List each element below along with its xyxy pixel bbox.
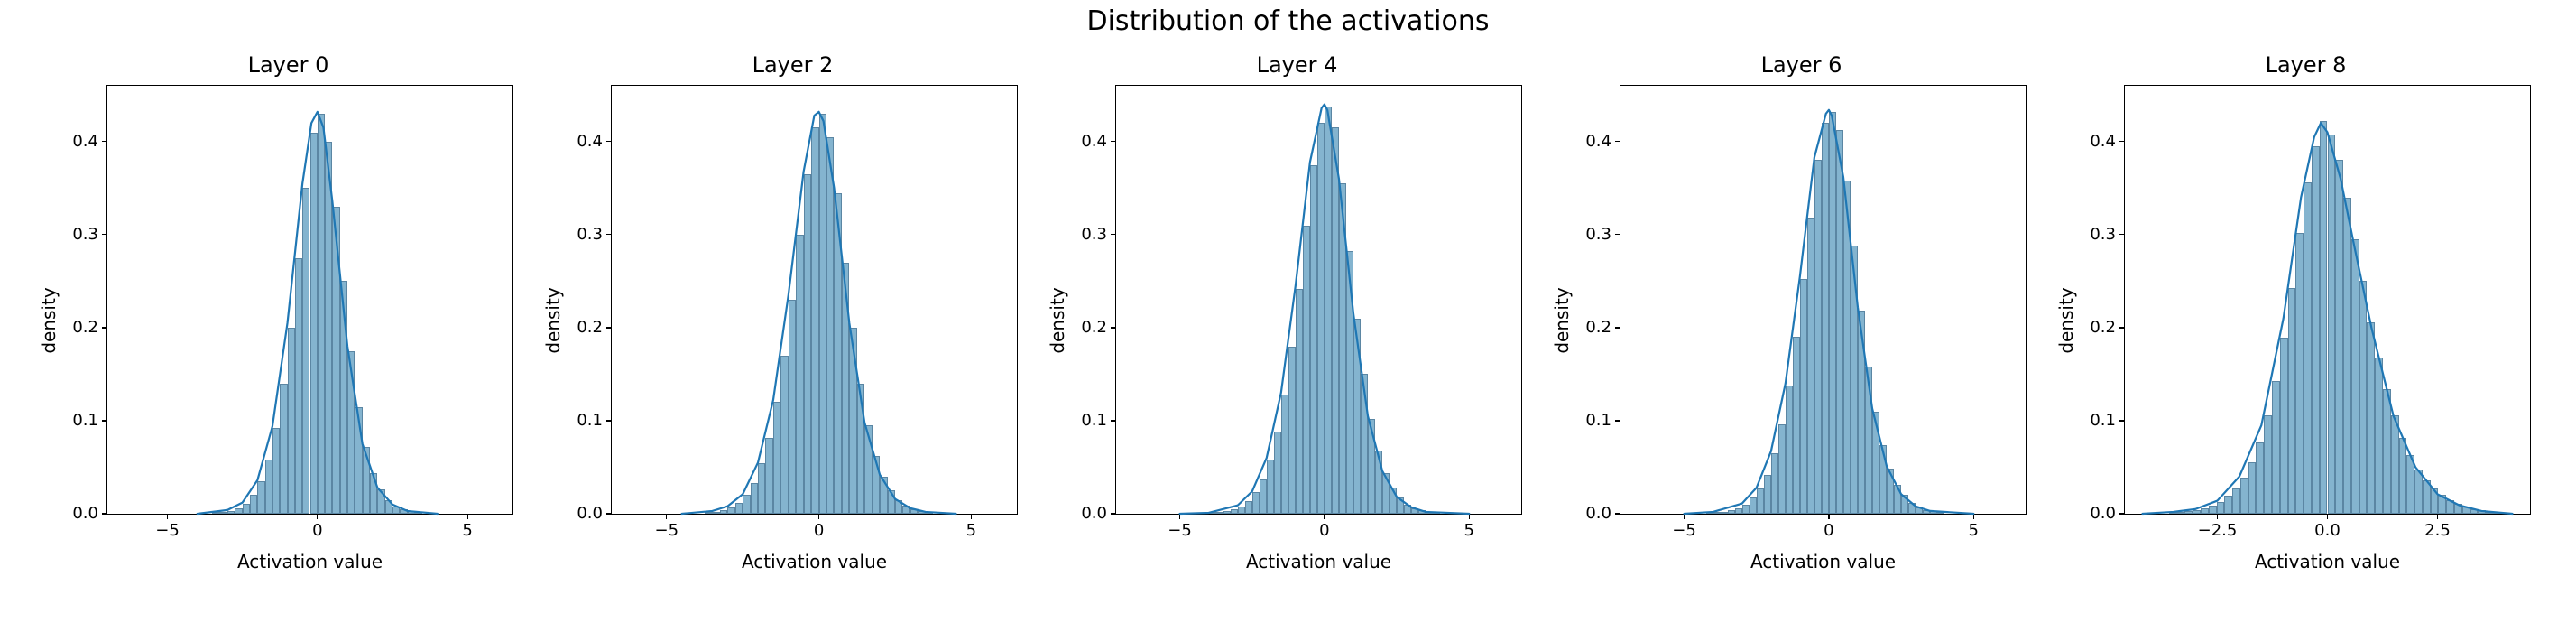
panel-1: Layer 20.00.10.20.30.4−505densityActivat… [559, 54, 1027, 587]
tick-mark [317, 514, 318, 519]
x-axis-label: Activation value [1620, 551, 2027, 572]
panel-2: Layer 40.00.10.20.30.4−505densityActivat… [1063, 54, 1531, 587]
axes: 0.00.10.20.30.4−2.50.02.5 [2124, 85, 2531, 515]
tick-label: 5 [1464, 521, 1474, 540]
kde-curve [612, 86, 1017, 514]
panel-3: Layer 60.00.10.20.30.4−505densityActivat… [1567, 54, 2036, 587]
tick-label: 0.1 [2090, 411, 2116, 430]
tick-label: 5 [462, 521, 472, 540]
tick-label: 0.1 [72, 411, 98, 430]
axes: 0.00.10.20.30.4−505 [1115, 85, 1522, 515]
tick-label: 0.4 [577, 132, 603, 151]
x-axis-label: Activation value [2124, 551, 2531, 572]
tick-label: 0.2 [1585, 318, 1611, 337]
panel-title: Layer 6 [1567, 52, 2036, 78]
x-axis-label: Activation value [1115, 551, 1522, 572]
panel-title: Layer 8 [2072, 52, 2540, 78]
tick-mark [2327, 514, 2328, 519]
tick-label: −5 [1672, 521, 1696, 540]
figure-suptitle: Distribution of the activations [0, 5, 2576, 37]
tick-label: 0.3 [2090, 225, 2116, 244]
y-axis-label: density [542, 287, 564, 353]
tick-label: 0.0 [72, 504, 98, 523]
tick-label: 0.4 [1585, 132, 1611, 151]
tick-label: 0.0 [577, 504, 603, 523]
tick-label: 0.0 [1585, 504, 1611, 523]
kde-curve [2125, 86, 2530, 514]
tick-label: 0.4 [2090, 132, 2116, 151]
y-axis-label: density [2055, 287, 2077, 353]
tick-label: 2.5 [2424, 521, 2451, 540]
kde-curve [1620, 86, 2026, 514]
tick-label: 0.0 [2090, 504, 2116, 523]
tick-label: 0.1 [1585, 411, 1611, 430]
kde-curve [1116, 86, 1521, 514]
tick-label: 0.2 [1081, 318, 1107, 337]
panels-row: Layer 00.00.10.20.30.4−505densityActivat… [36, 54, 2558, 587]
tick-label: −5 [1168, 521, 1192, 540]
y-axis-label: density [1551, 287, 1573, 353]
tick-label: 0.2 [2090, 318, 2116, 337]
tick-mark [2437, 514, 2438, 519]
tick-label: 0.1 [577, 411, 603, 430]
tick-label: −5 [155, 521, 180, 540]
tick-label: 0.3 [577, 225, 603, 244]
tick-mark [1324, 514, 1325, 519]
tick-label: 0.4 [1081, 132, 1107, 151]
tick-label: 0 [1824, 521, 1833, 540]
tick-label: 5 [1969, 521, 1979, 540]
y-axis-label: density [1047, 287, 1068, 353]
panel-0: Layer 00.00.10.20.30.4−505densityActivat… [54, 54, 522, 587]
panel-4: Layer 80.00.10.20.30.4−2.50.02.5densityA… [2072, 54, 2540, 587]
tick-label: 0.3 [72, 225, 98, 244]
tick-label: 0.0 [2314, 521, 2341, 540]
tick-label: 0 [1319, 521, 1329, 540]
axes: 0.00.10.20.30.4−505 [611, 85, 1018, 515]
x-axis-label: Activation value [106, 551, 513, 572]
figure: Distribution of the activations Layer 0 0… [0, 0, 2576, 623]
x-axis-label: Activation value [611, 551, 1018, 572]
tick-label: 0.3 [1585, 225, 1611, 244]
tick-label: −2.5 [2198, 521, 2238, 540]
tick-mark [1828, 514, 1829, 519]
tick-label: 0 [312, 521, 322, 540]
tick-label: −5 [654, 521, 679, 540]
tick-mark [818, 514, 819, 519]
tick-label: 0.0 [1081, 504, 1107, 523]
panel-title: Layer 4 [1063, 52, 1531, 78]
y-axis-label: density [38, 287, 60, 353]
kde-curve [107, 86, 512, 514]
tick-mark [2217, 514, 2218, 519]
axes: 0.00.10.20.30.4−505 [106, 85, 513, 515]
tick-label: 5 [966, 521, 976, 540]
tick-label: 0.2 [72, 318, 98, 337]
axes: 0.00.10.20.30.4−505 [1620, 85, 2027, 515]
panel-title: Layer 2 [559, 52, 1027, 78]
tick-label: 0.1 [1081, 411, 1107, 430]
tick-mark [971, 514, 972, 519]
tick-label: 0.2 [577, 318, 603, 337]
tick-mark [167, 514, 168, 519]
tick-label: 0 [814, 521, 824, 540]
tick-mark [666, 514, 667, 519]
tick-label: 0.4 [72, 132, 98, 151]
tick-mark [467, 514, 468, 519]
tick-label: 0.3 [1081, 225, 1107, 244]
panel-title: Layer 0 [54, 52, 522, 78]
